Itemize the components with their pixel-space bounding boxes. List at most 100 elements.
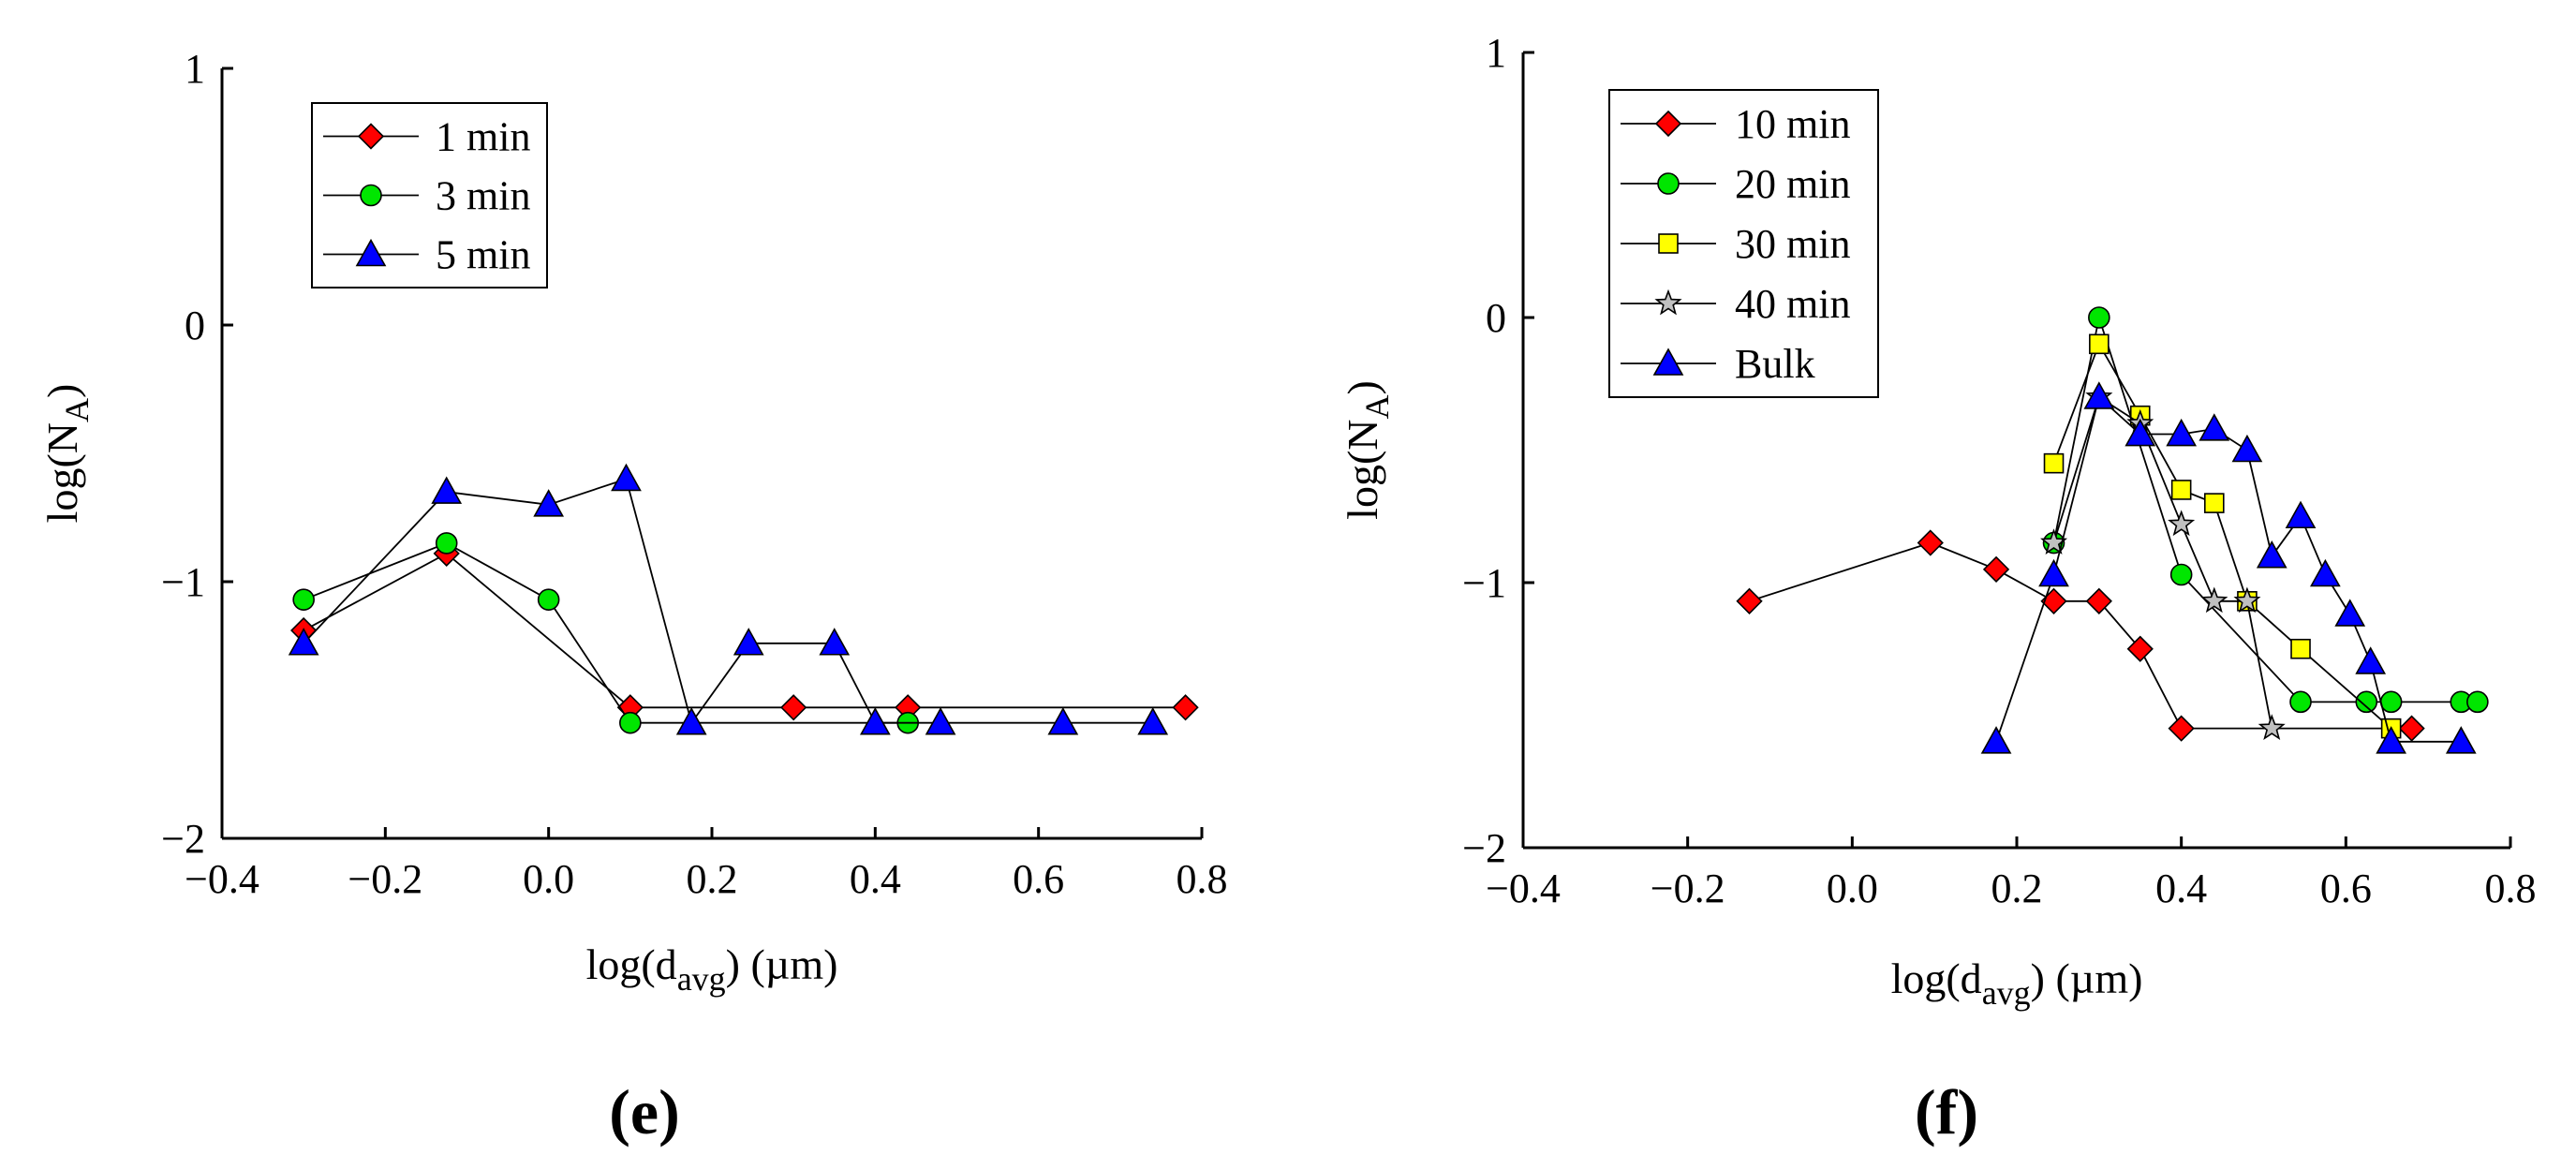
y-tick-label: 0	[1486, 295, 1506, 341]
y-axis-title: log(NA)	[38, 384, 96, 524]
data-point	[2445, 726, 2477, 754]
x-tick-label: −0.2	[1651, 866, 1725, 911]
legend-marker	[1654, 289, 1682, 316]
series-line	[1995, 395, 2462, 743]
series-10-min	[1736, 529, 2425, 742]
legend-label: Bulk	[1735, 341, 1815, 387]
legend: 10 min 20 min 30 min 40 min Bulk	[1608, 89, 1879, 398]
data-point	[2088, 306, 2110, 329]
legend-marker	[355, 238, 387, 267]
legend-marker	[1658, 233, 1679, 254]
data-point	[1736, 587, 1763, 614]
data-point	[1980, 726, 2012, 754]
chart-panel-f: −0.4 −0.2 0.0 0.2 0.4 0.6 0.8 −2 −1 0 1 log(davg) (…	[1339, 30, 2537, 1147]
x-axis-title-unit: ) (µm)	[726, 940, 838, 988]
data-point	[533, 489, 565, 517]
series-line	[1749, 541, 2412, 730]
data-point	[2258, 714, 2286, 741]
data-point	[2398, 715, 2425, 742]
data-point	[2083, 381, 2115, 409]
data-point	[2200, 586, 2228, 614]
data-point	[2038, 558, 2069, 587]
data-point	[611, 463, 642, 492]
data-point	[859, 707, 891, 735]
legend-label: 3 min	[436, 173, 530, 219]
legend-marker	[1657, 172, 1680, 195]
series-1-min	[290, 540, 1199, 721]
x-tick-label: 0.2	[1991, 866, 2043, 911]
x-tick-label: 0.0	[1827, 866, 1878, 911]
series-3-min	[292, 532, 920, 734]
data-point	[2379, 690, 2403, 714]
y-axis-title: log(NA)	[1339, 380, 1396, 520]
series-20-min	[2042, 306, 2489, 714]
x-axis-title: log(davg) (µm)	[586, 940, 838, 998]
data-point	[2310, 558, 2341, 587]
x-tick-label: −0.4	[185, 856, 259, 902]
x-tick-label: −0.4	[1486, 866, 1561, 911]
y-axis-title-end: )	[38, 384, 86, 398]
data-point	[2355, 646, 2387, 674]
data-point	[2124, 418, 2156, 447]
data-point	[2334, 599, 2366, 627]
series-bulk	[1980, 381, 2477, 754]
data-point	[2168, 510, 2196, 537]
data-point	[733, 628, 764, 656]
data-point	[2043, 452, 2065, 474]
data-point	[2169, 563, 2193, 586]
y-axis-title-sub: A	[1358, 395, 1396, 420]
legend-label: 5 min	[436, 232, 530, 278]
series-line	[303, 541, 909, 724]
y-tick-label: 1	[1486, 30, 1506, 76]
series-5-min	[288, 463, 1169, 735]
y-axis-title-main: log(N	[1339, 420, 1386, 520]
x-tick-label: 0.0	[523, 856, 574, 902]
data-point	[2231, 434, 2263, 463]
data-point	[675, 707, 707, 735]
x-axis-title-main: log(d	[586, 940, 677, 988]
data-point	[537, 588, 560, 611]
y-tick-label: 1	[185, 46, 205, 92]
legend-label: 20 min	[1735, 161, 1850, 207]
y-axis-title-end: )	[1339, 380, 1386, 394]
series-line	[2052, 314, 2478, 703]
y-tick-label: −2	[161, 816, 205, 862]
data-point	[435, 532, 458, 555]
data-point	[2256, 540, 2287, 569]
data-point	[2089, 333, 2110, 355]
data-point	[1047, 707, 1079, 735]
data-point	[780, 694, 807, 721]
x-tick-label: 0.4	[850, 856, 901, 902]
y-tick-label: −1	[1462, 560, 1506, 606]
x-tick-label: 0.4	[2155, 866, 2207, 911]
data-point	[1917, 529, 1944, 556]
data-point	[2289, 690, 2312, 714]
y-tick-label: −2	[1462, 825, 1506, 871]
x-axis-title-sub: avg	[677, 960, 726, 998]
legend-label: 40 min	[1735, 281, 1850, 327]
data-point	[2166, 418, 2198, 447]
data-point	[2355, 690, 2378, 714]
chart-panel-e: −0.4 −0.2 0.0 0.2 0.4 0.6 0.8 −2 −1 0 1 log(davg) (…	[38, 46, 1228, 1147]
series-line	[303, 552, 1186, 709]
data-point	[2376, 726, 2407, 754]
legend-label: 30 min	[1735, 221, 1850, 267]
y-tick-label: 0	[185, 303, 205, 348]
x-axis-title-unit: ) (µm)	[2031, 954, 2143, 1002]
legend-marker	[357, 123, 385, 150]
data-point	[2198, 413, 2230, 441]
data-point	[925, 707, 956, 735]
data-point	[1982, 555, 2010, 583]
data-point	[431, 476, 463, 504]
data-point	[292, 588, 315, 611]
data-point	[619, 711, 642, 734]
panel-label: (f)	[1915, 1076, 1978, 1147]
data-point	[2290, 638, 2311, 659]
legend-marker	[1652, 348, 1684, 376]
x-axis-title: log(davg) (µm)	[1891, 954, 2143, 1012]
data-point	[2233, 586, 2261, 614]
x-tick-label: 0.8	[1177, 856, 1228, 902]
x-tick-label: −0.2	[348, 856, 422, 902]
legend-label: 1 min	[436, 114, 530, 160]
